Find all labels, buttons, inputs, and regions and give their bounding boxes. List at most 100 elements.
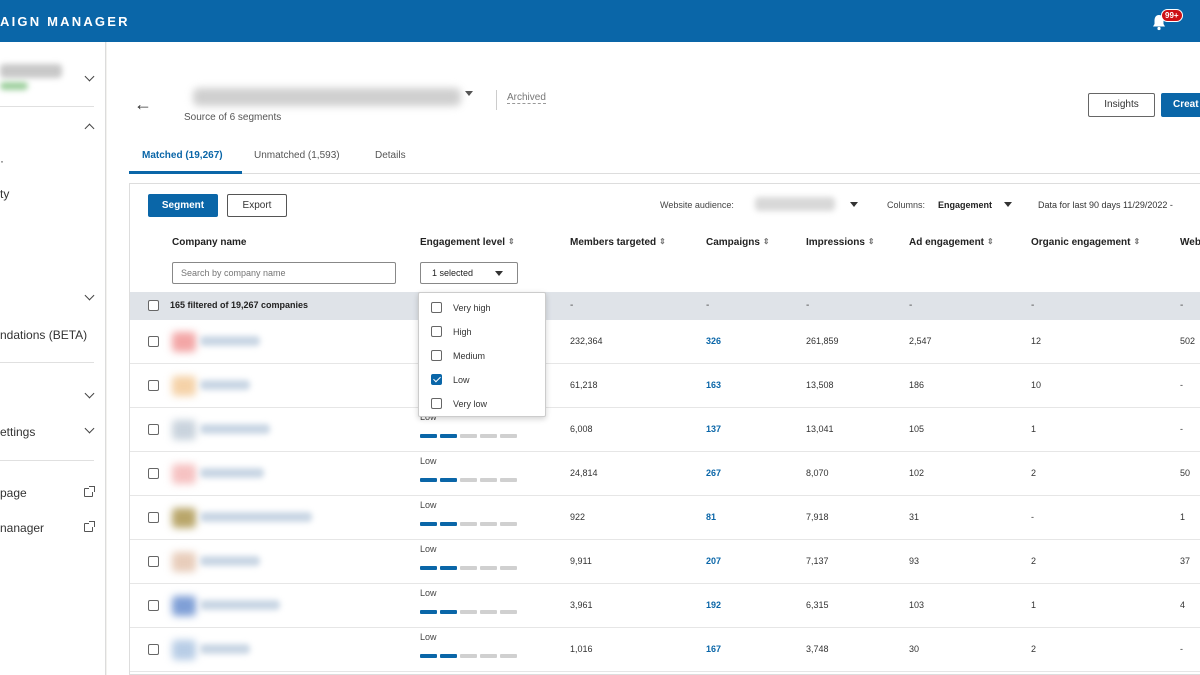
website-audience-select[interactable]: [755, 197, 835, 211]
option-checkbox[interactable]: [431, 398, 442, 409]
option-checkbox[interactable]: [431, 302, 442, 313]
row-checkbox[interactable]: [148, 380, 159, 391]
chevron-down-icon[interactable]: [84, 423, 95, 434]
cell-impressions: 13,041: [806, 424, 834, 434]
cell-organic: 10: [1031, 380, 1042, 390]
col-organic-engagement[interactable]: Organic engagement ⇕: [1031, 237, 1140, 248]
engagement-bar-segment: [420, 654, 437, 658]
table-row[interactable]: Low 24,814 267 8,070 102 2 50: [130, 452, 1200, 496]
sidebar-item-recommendations[interactable]: ndations (BETA): [0, 328, 88, 342]
cell-campaigns[interactable]: 207: [706, 556, 722, 566]
cell-campaigns[interactable]: 167: [706, 644, 722, 654]
company-name[interactable]: [200, 512, 312, 522]
table-row[interactable]: Low 1,016 167 3,748 30 2 -: [130, 628, 1200, 672]
cell-organic: -: [1031, 512, 1034, 522]
columns-select[interactable]: Engagement: [938, 200, 993, 210]
cell-ad: 103: [909, 600, 925, 610]
account-selector[interactable]: [0, 64, 62, 78]
col-engagement-level[interactable]: Engagement level ⇕: [420, 237, 515, 248]
sidebar-item-page[interactable]: page: [0, 486, 27, 500]
col-members-targeted[interactable]: Members targeted ⇕: [570, 237, 666, 248]
col-campaigns[interactable]: Campaigns ⇕: [706, 237, 770, 248]
sort-icon[interactable]: ⇕: [508, 237, 515, 246]
cell-organic: 2: [1031, 644, 1037, 654]
cell-campaigns[interactable]: 81: [706, 512, 717, 522]
chevron-down-icon[interactable]: [84, 290, 95, 301]
row-checkbox[interactable]: [148, 336, 159, 347]
table-row[interactable]: Low 6,008 137 13,041 105 1 -: [130, 408, 1200, 452]
export-button[interactable]: Export: [227, 194, 287, 217]
col-company-name[interactable]: Company name: [172, 237, 246, 248]
segment-button[interactable]: Segment: [148, 194, 218, 217]
table-row[interactable]: Low 3,961 192 6,315 103 1 4: [130, 584, 1200, 628]
row-checkbox[interactable]: [148, 644, 159, 655]
table-row[interactable]: 61,218 163 13,508 186 10 -: [130, 364, 1200, 408]
caret-down-icon[interactable]: [850, 202, 858, 207]
engagement-filter-value: 1 selected: [432, 268, 474, 278]
archived-link[interactable]: Archived: [507, 92, 546, 104]
engagement-filter-select[interactable]: 1 selected: [420, 262, 518, 284]
chevron-down-icon[interactable]: [84, 71, 95, 82]
cell-ad: 31: [909, 512, 920, 522]
company-name[interactable]: [200, 600, 280, 610]
insights-button[interactable]: Insights: [1088, 93, 1155, 117]
sidebar-item-label[interactable]: ty: [0, 187, 10, 201]
website-audience-label: Website audience:: [660, 200, 734, 210]
cell-organic: 12: [1031, 336, 1042, 346]
table-row[interactable]: Low 922 81 7,918 31 - 1: [130, 496, 1200, 540]
sort-icon[interactable]: ⇕: [1133, 237, 1141, 246]
external-link-icon[interactable]: [84, 486, 95, 497]
cell-campaigns[interactable]: 137: [706, 424, 722, 434]
caret-down-icon[interactable]: [1004, 202, 1012, 207]
option-checkbox-checked[interactable]: [431, 374, 442, 385]
company-name[interactable]: [200, 644, 250, 654]
company-name[interactable]: [200, 468, 264, 478]
col-impressions[interactable]: Impressions ⇕: [806, 237, 875, 248]
cell-campaigns[interactable]: 326: [706, 336, 722, 346]
engagement-bar-segment: [460, 478, 477, 482]
back-arrow-icon[interactable]: ←: [134, 94, 152, 114]
audience-title[interactable]: [193, 88, 461, 106]
chevron-down-icon[interactable]: [84, 388, 95, 399]
company-name[interactable]: [200, 424, 270, 434]
row-checkbox[interactable]: [148, 512, 159, 523]
option-checkbox[interactable]: [431, 350, 442, 361]
engagement-bar-segment: [480, 478, 497, 482]
sidebar-item-manager[interactable]: nanager: [0, 521, 45, 535]
table-row[interactable]: Low 9,911 207 7,137 93 2 37: [130, 540, 1200, 584]
sort-icon[interactable]: ⇕: [762, 237, 770, 246]
option-checkbox[interactable]: [431, 326, 442, 337]
tab-details[interactable]: Details: [375, 150, 406, 161]
col-web[interactable]: Web: [1180, 237, 1200, 248]
table-row[interactable]: 232,364 326 261,859 2,547 12 502: [130, 320, 1200, 364]
company-search-input[interactable]: [172, 262, 396, 284]
tab-unmatched[interactable]: Unmatched (1,593): [254, 150, 340, 161]
company-name[interactable]: [200, 380, 250, 390]
col-ad-engagement[interactable]: Ad engagement ⇕: [909, 237, 994, 248]
cell-campaigns[interactable]: 192: [706, 600, 722, 610]
top-bar: AIGN MANAGER 99+: [0, 0, 1200, 42]
row-checkbox[interactable]: [148, 468, 159, 479]
sidebar-item-fragment[interactable]: ·: [0, 154, 4, 168]
sort-icon[interactable]: ⇕: [987, 237, 994, 246]
sort-icon[interactable]: ⇕: [659, 237, 666, 246]
engagement-bar-segment: [440, 522, 457, 526]
cell-campaigns[interactable]: 267: [706, 468, 722, 478]
engagement-bar-segment: [500, 522, 517, 526]
sort-icon[interactable]: ⇕: [867, 237, 875, 246]
company-name[interactable]: [200, 556, 260, 566]
create-button[interactable]: Creat: [1161, 93, 1200, 117]
cell-organic: 1: [1031, 424, 1037, 434]
sidebar-item-settings[interactable]: ettings: [0, 425, 36, 439]
engagement-bar-segment: [420, 610, 437, 614]
company-name[interactable]: [200, 336, 260, 346]
external-link-icon[interactable]: [84, 521, 95, 532]
tab-matched[interactable]: Matched (19,267): [142, 150, 223, 161]
row-checkbox[interactable]: [148, 600, 159, 611]
cell-campaigns[interactable]: 163: [706, 380, 722, 390]
chevron-up-icon[interactable]: [84, 123, 95, 134]
row-checkbox[interactable]: [148, 556, 159, 567]
select-all-checkbox[interactable]: [148, 300, 159, 311]
row-checkbox[interactable]: [148, 424, 159, 435]
caret-down-icon[interactable]: [465, 91, 473, 96]
